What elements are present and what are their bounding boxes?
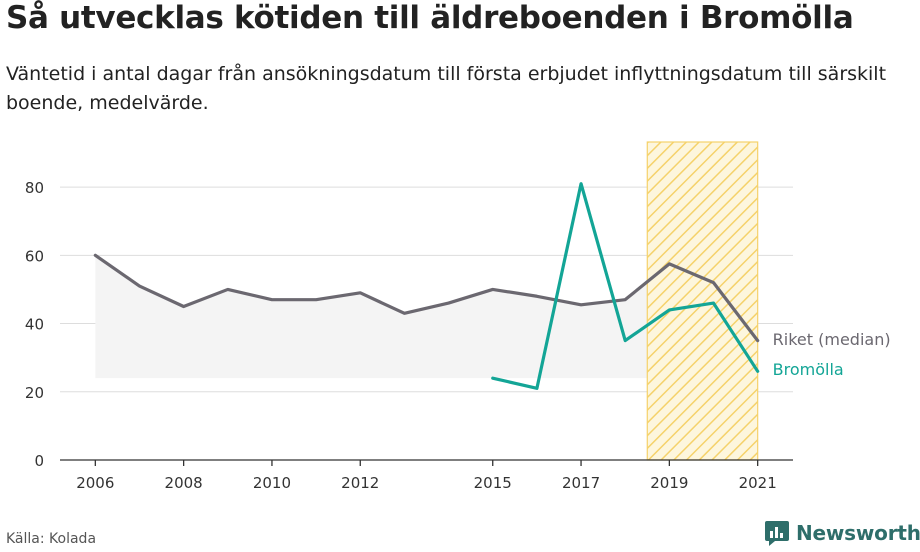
y-tick-label: 0: [34, 452, 44, 470]
x-tick-label: 2006: [76, 474, 114, 492]
series-line-bromolla: [491, 182, 760, 390]
y-tick-label: 80: [25, 179, 44, 197]
series-line-riket: [93, 253, 760, 343]
brand-name: Newsworthy: [796, 521, 920, 545]
range-band: [95, 255, 758, 379]
chart-subtitle: Väntetid i antal dagar från ansökningsda…: [6, 63, 887, 114]
x-tick-label: 2021: [739, 474, 777, 492]
chart-title: Så utvecklas kötiden till äldreboenden i…: [6, 0, 854, 36]
y-tick-label: 20: [25, 384, 44, 402]
series-label-bromolla: Bromölla: [773, 360, 844, 379]
brand-logo: Newsworthy: [764, 520, 920, 546]
x-tick-label: 2008: [165, 474, 203, 492]
x-tick-label: 2019: [650, 474, 688, 492]
x-tick-label: 2017: [562, 474, 600, 492]
newsworthy-logo-icon: [765, 521, 789, 546]
series-label-riket: Riket (median): [773, 330, 891, 349]
source-note: Källa: Kolada: [6, 531, 97, 547]
x-tick-label: 2010: [253, 474, 291, 492]
highlight-period: [646, 141, 759, 461]
x-tick-label: 2015: [474, 474, 512, 492]
x-tick-label: 2012: [341, 474, 379, 492]
y-tick-label: 40: [25, 316, 44, 334]
y-tick-label: 60: [25, 247, 44, 265]
